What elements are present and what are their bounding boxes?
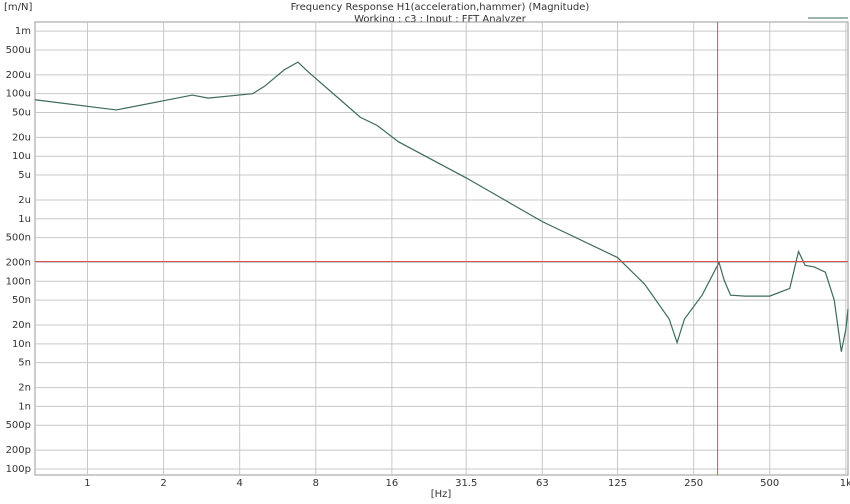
- x-tick-label: 16: [385, 478, 398, 489]
- y-tick-label: 50u: [12, 108, 31, 119]
- y-tick-label: 100p: [6, 464, 31, 475]
- x-tick-label: 2: [160, 478, 166, 489]
- y-tick-label: 50n: [12, 295, 31, 306]
- y-tick-label: 100u: [6, 89, 31, 100]
- y-tick-label: 200u: [6, 70, 31, 81]
- y-tick-label: 500n: [6, 233, 31, 244]
- x-tick-label: 8: [313, 478, 319, 489]
- y-tick-label: 100n: [6, 276, 31, 287]
- y-tick-label: 500u: [6, 45, 31, 56]
- y-tick-label: 500p: [6, 420, 31, 431]
- x-tick-label: 4: [236, 478, 242, 489]
- x-tick-label: 125: [608, 478, 627, 489]
- y-tick-label: 10n: [12, 339, 31, 350]
- x-axis-label: [Hz]: [431, 489, 452, 500]
- y-tick-label: 200n: [6, 257, 31, 268]
- y-tick-label: 1u: [18, 214, 31, 225]
- y-tick-label: 5n: [18, 358, 31, 369]
- chart-subtitle: Working : c3 : Input : FFT Analyzer: [354, 14, 527, 25]
- x-tick-label: 1k: [840, 478, 850, 489]
- chart-title: Frequency Response H1(acceleration,hamme…: [291, 2, 590, 13]
- x-tick-label: 63: [536, 478, 549, 489]
- y-tick-label: 5u: [18, 170, 31, 181]
- y-tick-label: 2u: [18, 195, 31, 206]
- y-tick-label: 20n: [12, 320, 31, 331]
- plot-area: [34, 21, 849, 476]
- x-tick-label: 250: [684, 478, 703, 489]
- y-axis-label: [m/N]: [4, 2, 32, 13]
- data-line: [34, 61, 849, 352]
- y-tick-label: 1n: [18, 401, 31, 412]
- y-tick-label: 20u: [12, 132, 31, 143]
- y-tick-label: 10u: [12, 151, 31, 162]
- x-tick-label: 31.5: [455, 478, 477, 489]
- y-tick-label: 2n: [18, 383, 31, 394]
- x-tick-label: 500: [760, 478, 779, 489]
- y-tick-label: 200p: [6, 445, 31, 456]
- x-tick-label: 1: [84, 478, 90, 489]
- y-tick-label: 1m: [15, 26, 31, 37]
